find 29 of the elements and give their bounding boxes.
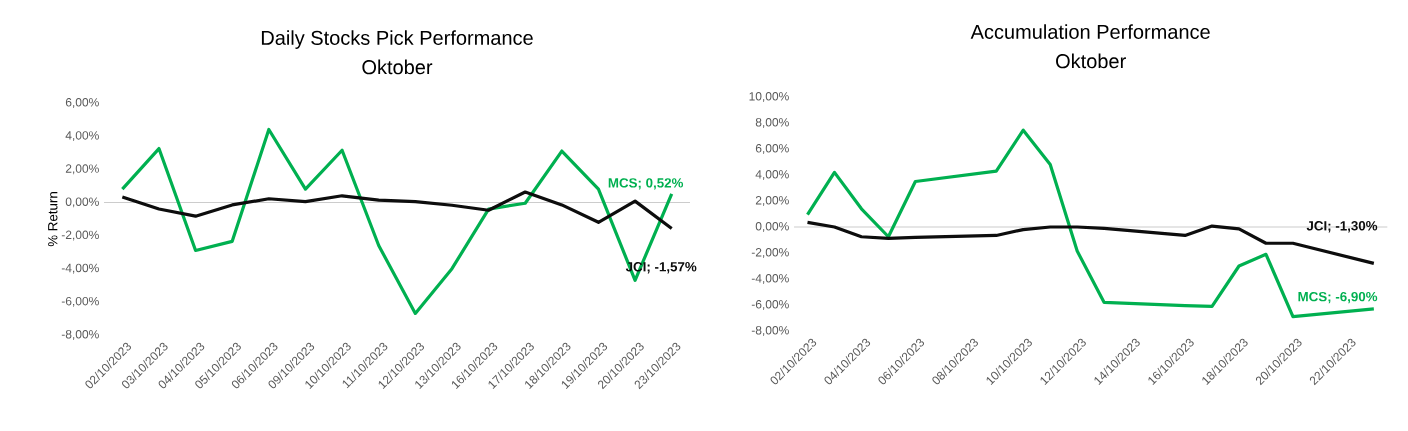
- y-tick-label: -6,00%: [751, 300, 789, 310]
- y-tick-label: -2,00%: [751, 248, 789, 258]
- y-tick-label: 8,00%: [755, 118, 789, 128]
- y-tick-label: 4,00%: [65, 131, 99, 142]
- y-tick-label: 2,00%: [755, 196, 789, 206]
- y-tick-label: 6,00%: [755, 144, 789, 154]
- y-tick-label: 4,00%: [755, 170, 789, 180]
- y-tick-label: -8,00%: [61, 330, 99, 340]
- chart-title: Accumulation Performance: [970, 24, 1210, 39]
- y-tick-label: 0,00%: [755, 222, 789, 232]
- y-axis-title: % Return: [48, 192, 58, 247]
- y-tick-label: 0,00%: [65, 197, 99, 208]
- y-tick-label: -4,00%: [61, 263, 99, 274]
- y-tick-label: 2,00%: [65, 164, 99, 175]
- chart-subtitle: Oktober: [1056, 53, 1126, 69]
- line-series: [805, 128, 1376, 319]
- annotation: MCS; -6,90%: [1298, 291, 1378, 304]
- line-series: [120, 190, 674, 231]
- y-tick-label: 10,00%: [749, 92, 789, 102]
- y-tick-label: -6,00%: [61, 296, 99, 307]
- annotation: JCI; -1,30%: [1306, 221, 1378, 233]
- y-tick-label: 6,00%: [65, 98, 99, 108]
- chart-subtitle: Oktober: [362, 59, 433, 75]
- y-tick-label: -4,00%: [751, 274, 789, 284]
- chart-title: Daily Stocks Pick Performance: [261, 30, 533, 49]
- y-tick-label: -8,00%: [751, 326, 789, 336]
- y-tick-label: -2,00%: [61, 230, 99, 241]
- annotation: MCS; 0,52%: [608, 178, 684, 190]
- line-series: [805, 220, 1376, 265]
